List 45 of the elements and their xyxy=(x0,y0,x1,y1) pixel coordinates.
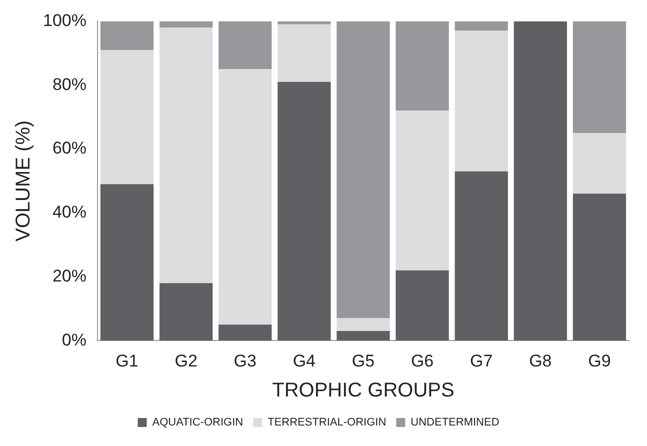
y-tick-label: 100% xyxy=(42,10,86,30)
legend-label: UNDETERMINED xyxy=(410,416,500,429)
x-axis-title: TROPHIC GROUPS xyxy=(272,380,454,402)
bar xyxy=(100,184,154,341)
bar xyxy=(336,331,390,341)
bar xyxy=(454,30,508,172)
bar xyxy=(514,21,567,341)
x-tick-label: G3 xyxy=(234,351,256,370)
bar xyxy=(336,318,390,332)
bar xyxy=(278,82,331,341)
y-tick-label: 80% xyxy=(52,74,86,94)
bar xyxy=(218,21,272,70)
bar xyxy=(159,283,213,341)
x-tick-label: G2 xyxy=(174,351,198,370)
y-tick-label: 20% xyxy=(52,266,86,286)
x-tick-label: G7 xyxy=(470,351,493,370)
bar xyxy=(572,21,626,133)
legend-label: TERRESTRIAL-ORIGIN xyxy=(268,416,386,429)
bar xyxy=(454,21,508,31)
x-tick-label: G5 xyxy=(352,351,375,370)
bar xyxy=(396,21,449,111)
y-axis-title: VOLUME (%) xyxy=(12,120,35,242)
bar xyxy=(278,21,331,24)
bar xyxy=(159,28,213,284)
bar xyxy=(572,132,626,194)
bar xyxy=(159,21,213,28)
y-tick-label: 0% xyxy=(62,330,86,350)
bar xyxy=(396,270,449,341)
bar xyxy=(454,171,508,341)
bar xyxy=(218,69,272,325)
x-tick-label: G9 xyxy=(588,351,611,370)
bar xyxy=(396,110,449,270)
bar xyxy=(336,21,390,318)
bar xyxy=(572,194,626,341)
x-tick-label: G8 xyxy=(529,351,552,370)
bar xyxy=(100,50,154,184)
bar xyxy=(278,24,331,82)
x-tick-label: G1 xyxy=(116,351,138,370)
y-tick-label: 40% xyxy=(52,202,86,222)
y-tick-label: 60% xyxy=(52,138,86,158)
bar xyxy=(100,21,154,50)
legend-label: AQUATIC-ORIGIN xyxy=(152,416,244,429)
x-tick-label: G4 xyxy=(292,351,316,370)
bar xyxy=(218,324,272,341)
x-tick-label: G6 xyxy=(410,351,434,370)
